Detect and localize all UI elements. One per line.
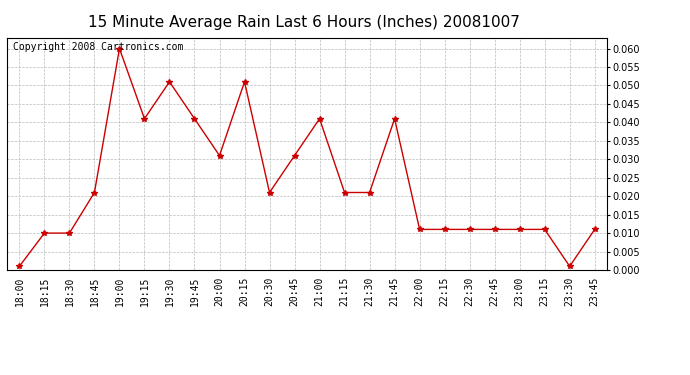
Text: Copyright 2008 Cartronics.com: Copyright 2008 Cartronics.com bbox=[13, 42, 184, 52]
Text: 15 Minute Average Rain Last 6 Hours (Inches) 20081007: 15 Minute Average Rain Last 6 Hours (Inc… bbox=[88, 15, 520, 30]
